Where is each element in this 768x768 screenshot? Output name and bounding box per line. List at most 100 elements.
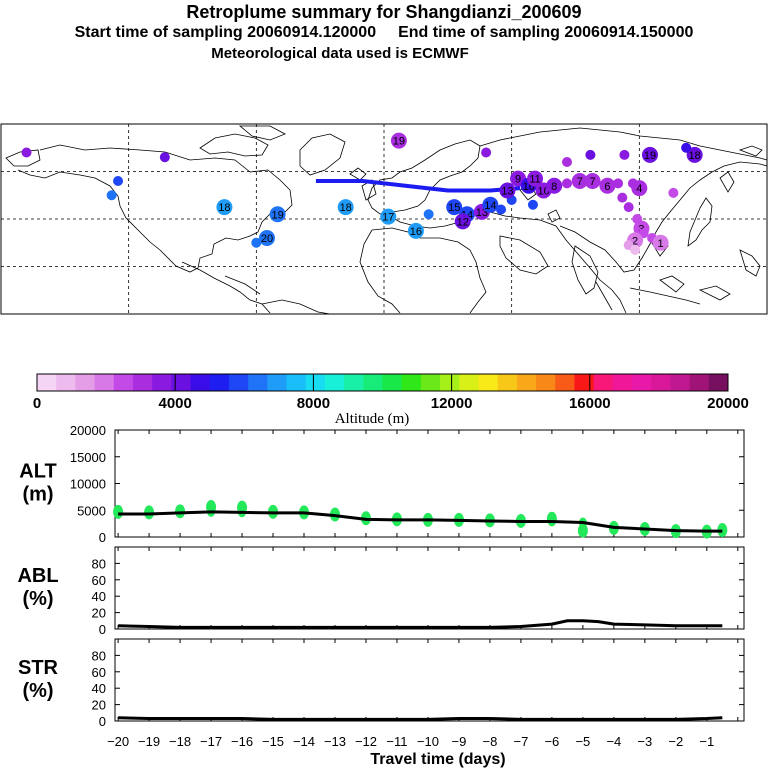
x-tick-label: −4 (606, 734, 621, 749)
y-tick-label: 80 (92, 648, 106, 663)
retroplume-track (315, 179, 521, 193)
plume-marker (585, 149, 596, 160)
x-tick-label: −19 (138, 734, 160, 749)
plume-markers: 1919181819201817161415121314139161110877… (21, 132, 703, 255)
plume-marker: 16 (407, 222, 424, 239)
panel-unit: (m) (22, 484, 53, 506)
marker-dot (407, 222, 424, 239)
marker-dot (631, 180, 648, 197)
x-tick-label: −14 (293, 734, 315, 749)
y-tick-label: 20 (92, 606, 106, 621)
chart-title: Retroplume summary for Shangdianzi_20060… (186, 2, 582, 22)
marker-label: 15 (448, 202, 460, 214)
marker-dot (652, 234, 669, 251)
plume-marker: 1 (652, 234, 669, 251)
marker-label: 17 (382, 212, 394, 224)
colorbar-swatch (363, 374, 383, 391)
met-data-label: Meteorological data used is ECMWF (211, 45, 469, 62)
marker-label: 11 (529, 174, 540, 186)
marker-dot (482, 196, 499, 213)
plume-marker (619, 149, 630, 160)
colorbar-swatch (132, 374, 153, 391)
plume-marker (617, 192, 628, 203)
plume-marker (561, 157, 572, 167)
colorbar-title: Altitude (m) (335, 411, 410, 427)
colorbar-swatches (37, 374, 729, 391)
x-tick-label: −5 (575, 734, 590, 749)
y-tick-label: 40 (92, 589, 106, 604)
marker-dot (686, 146, 703, 163)
colorbar-tick-labels: 0 4000 8000 12000 16000 20000 (33, 374, 749, 412)
colorbar-swatch (382, 374, 403, 391)
series-line (118, 619, 723, 629)
y-tick-label: 20000 (70, 423, 106, 438)
plume-marker: 15 (446, 199, 463, 216)
plume-marker: 18 (216, 199, 233, 216)
marker-dot (423, 209, 434, 220)
altitude-colorbar: 0 4000 8000 12000 16000 20000 Altitude (m) (33, 373, 749, 427)
coastlines (5, 125, 768, 315)
x-tick-label: −20 (107, 734, 129, 749)
colorbar-swatch (324, 374, 345, 391)
plume-marker: 7 (571, 173, 588, 189)
marker-dot (623, 202, 634, 213)
colorbar-swatch (516, 374, 537, 391)
x-tick-label: −11 (386, 734, 407, 749)
plume-marker: 4 (631, 180, 648, 197)
marker-dot (613, 178, 624, 189)
colorbar-swatch (190, 374, 211, 391)
colorbar-swatch (651, 374, 671, 391)
plume-marker (496, 204, 507, 215)
colorbar-swatch (209, 374, 230, 391)
plume-marker: 8 (546, 177, 563, 194)
marker-dot (454, 213, 471, 230)
marker-label: 18 (218, 202, 230, 214)
colorbar-swatch (56, 374, 76, 391)
marker-dot (527, 199, 538, 210)
x-tick-label: −12 (355, 734, 377, 749)
series-line (118, 510, 723, 533)
plume-marker: 6 (599, 177, 616, 194)
marker-dot (390, 132, 407, 149)
plume-marker (21, 147, 32, 158)
map-panel: 1919181819201817161415121314139161110877… (0, 123, 768, 315)
x-tick-labels: −20 −19 −18 −17 −16 −15 −14 −13 −12 −11 −10 −9 −8 −7 −… (107, 734, 714, 749)
x-tick-label: −18 (169, 734, 191, 749)
marker-label: 14 (484, 200, 496, 212)
colorbar-tick-label: 0 (33, 395, 41, 412)
colorbar-swatch (37, 374, 57, 391)
marker-label: 19 (393, 136, 405, 148)
colorbar-swatch (670, 374, 691, 391)
marker-dot (561, 157, 572, 167)
y-tick-label: 0 (99, 622, 106, 637)
plume-marker (527, 199, 538, 210)
marker-dot (585, 149, 596, 160)
colorbar-swatch (75, 374, 96, 391)
colorbar-swatch (305, 374, 326, 391)
colorbar-swatch (113, 374, 134, 391)
marker-dot (21, 147, 32, 158)
marker-dot (269, 206, 286, 223)
marker-label: 7 (577, 176, 583, 188)
y-tick-label: 10000 (70, 477, 106, 492)
marker-dot (251, 237, 262, 248)
marker-label: 2 (632, 235, 638, 247)
y-tick-label: 60 (92, 573, 106, 588)
end-time-label: End time of sampling 20060914.150000 (398, 24, 694, 41)
y-tick-label: 5000 (77, 503, 106, 518)
marker-dot (106, 190, 117, 201)
x-tick-label: −6 (544, 734, 559, 749)
colorbar-swatch (689, 374, 710, 391)
marker-label: 13 (501, 186, 513, 198)
x-tick-label: −15 (262, 734, 284, 749)
marker-label: 16 (410, 226, 422, 238)
colorbar-swatch (574, 374, 595, 391)
plume-marker (159, 152, 170, 163)
plume-marker: 19 (641, 146, 658, 163)
marker-dot (481, 147, 492, 158)
marker-dot (584, 173, 601, 189)
plume-marker: 13 (499, 182, 516, 199)
colorbar-swatch (286, 374, 307, 391)
